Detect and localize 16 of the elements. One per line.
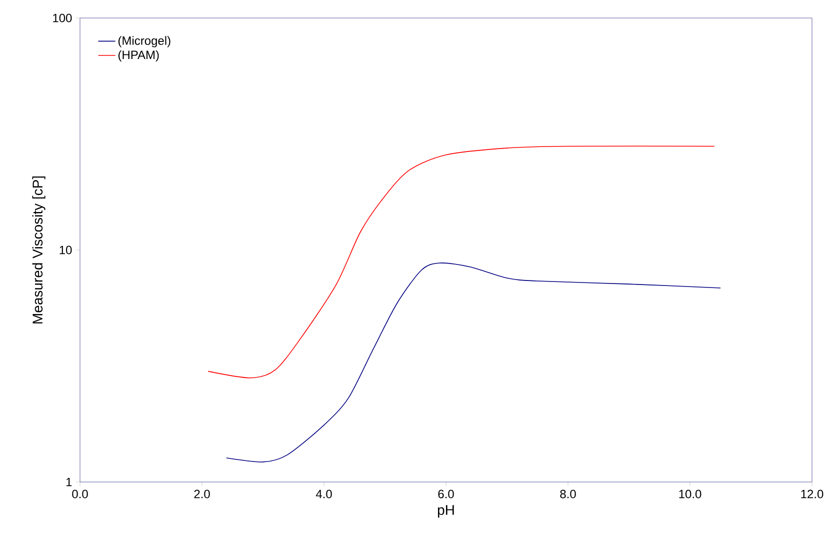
y-tick-label: 1	[66, 478, 72, 486]
legend-label: (Microgel)	[118, 36, 170, 48]
x-tick-label: 8.0	[560, 490, 576, 498]
x-tick-label: 0.0	[72, 490, 88, 498]
y-tick-label: 10	[60, 246, 72, 254]
y-tick-label: 100	[53, 14, 72, 22]
line-series	[208, 146, 715, 378]
line-series	[226, 262, 721, 462]
x-tick-label: 10.0	[679, 490, 702, 498]
x-axis-title: pH	[438, 505, 454, 518]
x-tick-label: 6.0	[438, 490, 454, 498]
legend-label: (HPAM)	[118, 50, 159, 62]
x-tick-label: 2.0	[194, 490, 210, 498]
x-tick-label: 12.0	[801, 490, 824, 498]
x-tick-label: 4.0	[316, 490, 332, 498]
y-axis-title: Measured Viscosity [cP]	[32, 176, 46, 324]
